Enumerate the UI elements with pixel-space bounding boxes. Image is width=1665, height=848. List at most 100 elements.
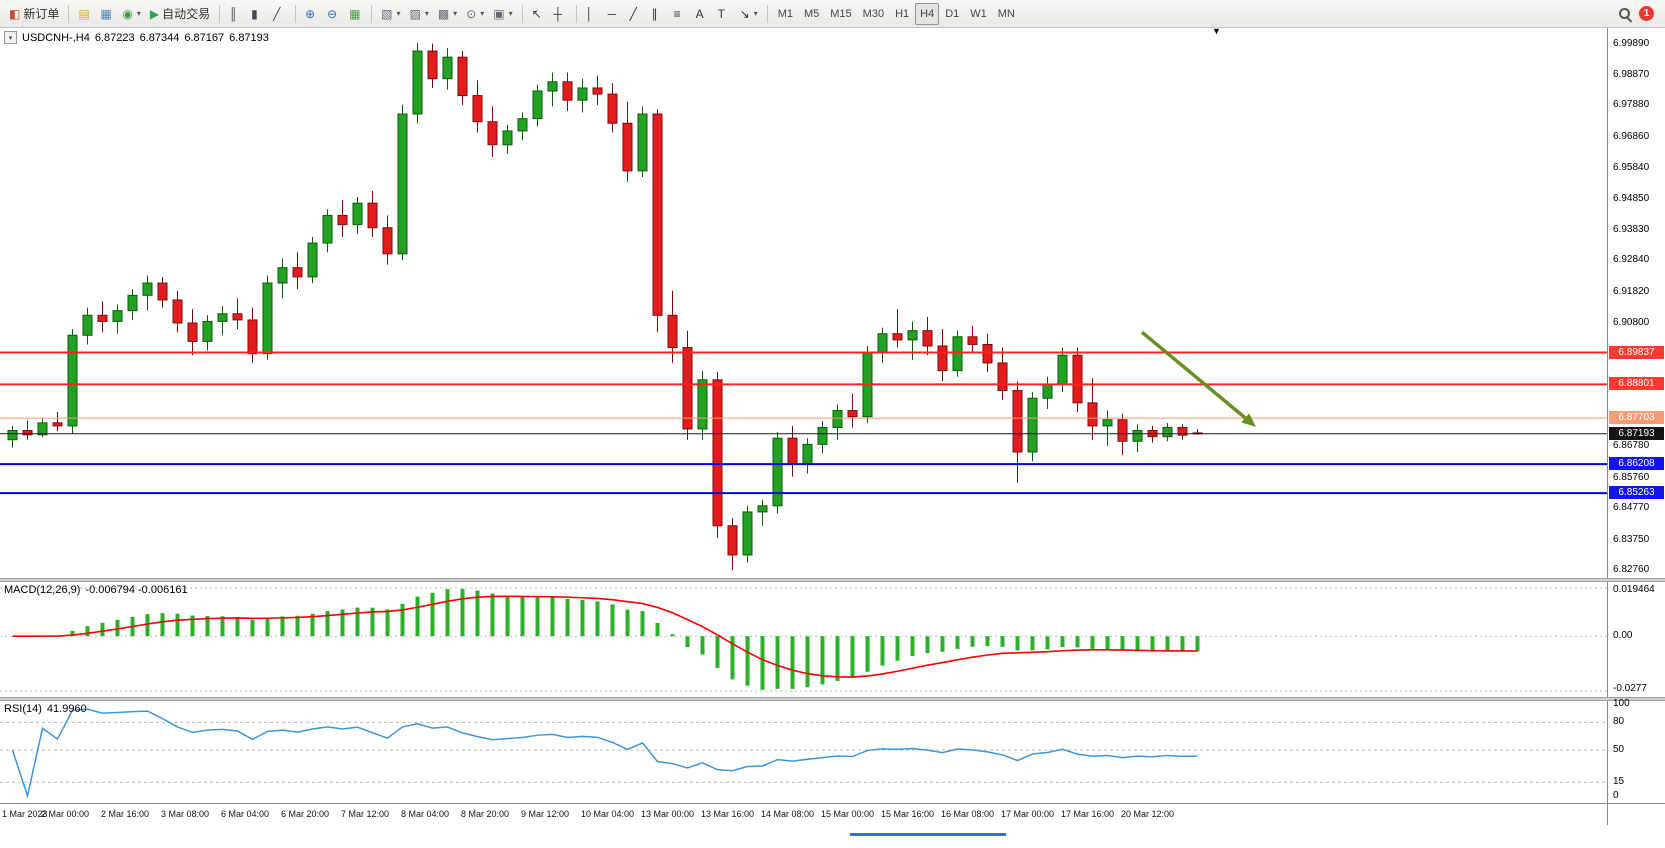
chevron-down-icon: ▾ bbox=[396, 9, 401, 18]
timeframe-m1-button[interactable]: M1 bbox=[773, 3, 798, 25]
price-tick: 6.84770 bbox=[1613, 502, 1650, 514]
rsi-chart[interactable] bbox=[0, 701, 1607, 803]
candlestick-chart-button[interactable]: ▮ bbox=[247, 3, 268, 25]
price-tick: 6.96860 bbox=[1613, 130, 1650, 142]
price-tick: 6.90800 bbox=[1613, 316, 1650, 328]
templates-button[interactable]: ▣ ▾ bbox=[489, 3, 516, 25]
timeframe-m30-button[interactable]: M30 bbox=[858, 3, 889, 25]
notification-badge[interactable]: 1 bbox=[1639, 6, 1654, 21]
toolbar-separator bbox=[219, 4, 221, 23]
text-label-icon: T bbox=[717, 6, 725, 21]
time-label: 7 Mar 12:00 bbox=[341, 809, 390, 819]
crosshair-icon: ┼ bbox=[553, 6, 563, 21]
time-label: 2 Mar 16:00 bbox=[101, 809, 150, 819]
ohlc-open: 6.87223 bbox=[94, 31, 135, 44]
time-axis-corner bbox=[1607, 803, 1665, 825]
new-order-button[interactable]: ◧ 新订单 bbox=[5, 3, 63, 25]
rsi-label: RSI(14) 41.9960 bbox=[4, 703, 92, 715]
tile-windows-icon: ▦ bbox=[349, 6, 361, 21]
chevron-down-icon: ▾ bbox=[8, 34, 13, 42]
market-watch-icon: ◉ bbox=[122, 6, 133, 21]
toolbar-separator bbox=[371, 4, 373, 23]
zoom-out-icon: ⊖ bbox=[327, 6, 338, 21]
time-label: 6 Mar 20:00 bbox=[281, 809, 330, 819]
cursor-button[interactable]: ↖ bbox=[528, 3, 549, 25]
one-click-trading-toggle[interactable]: ▾ bbox=[4, 31, 17, 44]
h-scrollbar[interactable] bbox=[850, 833, 1006, 836]
text-label-button[interactable]: T bbox=[714, 3, 735, 25]
chart-title: ▾ USDCNH-,H4 6.87223 6.87344 6.87167 6.8… bbox=[4, 31, 269, 44]
bars-chart-button[interactable]: ║ bbox=[225, 3, 246, 25]
toolbar-separator bbox=[521, 4, 523, 23]
chart-shift-marker[interactable]: ▼ bbox=[1212, 28, 1221, 36]
channel-button[interactable]: ∥ bbox=[648, 3, 669, 25]
timeframe-w1-button[interactable]: W1 bbox=[965, 3, 992, 25]
crosshair-button[interactable]: ┼ bbox=[550, 3, 571, 25]
arrow-tool-icon: ↘ bbox=[739, 6, 750, 21]
rsi-axis-label: 0 bbox=[1613, 790, 1619, 801]
price-tick: 6.85760 bbox=[1613, 471, 1650, 483]
profiles-icon: ▦ bbox=[100, 6, 112, 21]
zoom-out-button[interactable]: ⊖ bbox=[323, 3, 344, 25]
autotrade-button[interactable]: ▶ 自动交易 bbox=[146, 3, 214, 25]
search-button[interactable] bbox=[1615, 3, 1636, 25]
timeframe-m5-button[interactable]: M5 bbox=[799, 3, 824, 25]
profiles-button[interactable]: ▦ bbox=[96, 3, 117, 25]
horizontal-line-button[interactable]: ─ bbox=[604, 3, 625, 25]
macd-values: -0.006794 -0.006161 bbox=[85, 584, 188, 596]
new-chart-icon: ▩ bbox=[437, 6, 450, 21]
toolbar-separator bbox=[575, 4, 577, 23]
vertical-line-icon: │ bbox=[585, 6, 594, 21]
rsi-axis-label: 15 bbox=[1613, 776, 1625, 788]
vertical-line-button[interactable]: │ bbox=[582, 3, 603, 25]
toolbar-separator bbox=[766, 4, 768, 23]
rsi-axis[interactable]: 100 80 50 15 0 bbox=[1607, 698, 1665, 803]
rsi-panel: RSI(14) 41.9960 100 80 50 15 0 bbox=[0, 698, 1665, 803]
text-icon: A bbox=[695, 6, 704, 21]
zoom-in-button[interactable]: ⊕ bbox=[301, 3, 322, 25]
periods-button[interactable]: ⊙ ▾ bbox=[462, 3, 488, 25]
panel-splitter[interactable] bbox=[0, 697, 1665, 701]
timeframe-m15-button[interactable]: M15 bbox=[825, 3, 856, 25]
cursor-icon: ↖ bbox=[531, 6, 542, 21]
macd-chart[interactable] bbox=[0, 582, 1607, 697]
timeframe-mn-button[interactable]: MN bbox=[993, 3, 1020, 25]
tile-windows-button[interactable]: ▦ bbox=[345, 3, 366, 25]
price-tick: 6.86780 bbox=[1613, 440, 1650, 452]
text-button[interactable]: A bbox=[692, 3, 713, 25]
timeframe-h1-button[interactable]: H1 bbox=[890, 3, 914, 25]
rsi-name: RSI(14) bbox=[4, 703, 42, 715]
chart-window-icon: ▤ bbox=[78, 6, 90, 21]
timeframe-h4-button[interactable]: H4 bbox=[915, 2, 940, 25]
time-label: 1 Mar 2023 bbox=[2, 809, 48, 819]
time-label: 17 Mar 16:00 bbox=[1061, 809, 1115, 819]
trendline-icon: ╱ bbox=[629, 6, 637, 21]
price-level-tag: 6.86208 bbox=[1609, 457, 1664, 471]
market-watch-button[interactable]: ◉ ▾ bbox=[118, 3, 145, 25]
price-level-tag: 6.85263 bbox=[1609, 486, 1664, 500]
toolbar-separator bbox=[295, 4, 297, 23]
price-chart-plot[interactable]: ▾ USDCNH-,H4 6.87223 6.87344 6.87167 6.8… bbox=[0, 28, 1607, 578]
macd-axis[interactable]: 0.019464 0.00 -0.0277 bbox=[1607, 582, 1665, 697]
new-chart-button[interactable]: ▩ ▾ bbox=[434, 3, 461, 25]
chart-window-button[interactable]: ▤ bbox=[74, 3, 95, 25]
candlestick-chart[interactable] bbox=[0, 28, 1607, 578]
cascade-windows-icon: ▧ bbox=[381, 6, 393, 21]
fibonacci-button[interactable]: ≡ bbox=[670, 3, 691, 25]
time-axis[interactable]: 1 Mar 2023 2 Mar 00:00 2 Mar 16:00 3 Mar 08… bbox=[0, 803, 1607, 825]
trendline-button[interactable]: ╱ bbox=[626, 3, 647, 25]
arrows-button[interactable]: ↘ ▾ bbox=[736, 3, 762, 25]
main-toolbar: ◧ 新订单 ▤ ▦ ◉ ▾ ▶ 自动交易 ║ ▮ ╱ ⊕ ⊖ ▦ ▧ ▾ ▨ ▾ ▩ ▾ ⊙ ▾ ▣ ▾ ↖ ┼ │ ─ ╱ ∥ ≡ A T ↘ ▾… bbox=[0, 0, 1665, 28]
line-chart-button[interactable]: ╱ bbox=[269, 3, 290, 25]
price-tick: 6.98870 bbox=[1613, 69, 1650, 80]
chart-symbol-period: USDCNH-,H4 bbox=[22, 31, 90, 44]
cascade-windows-button[interactable]: ▧ ▾ bbox=[377, 3, 404, 25]
price-axis[interactable]: 6.99890 6.98870 6.97880 6.96860 6.95840 6.948… bbox=[1607, 28, 1665, 578]
rsi-plot[interactable]: RSI(14) 41.9960 bbox=[0, 701, 1607, 803]
zoom-in-icon: ⊕ bbox=[305, 6, 316, 21]
panel-splitter[interactable] bbox=[0, 578, 1665, 582]
arrange-windows-button[interactable]: ▨ ▾ bbox=[405, 3, 432, 25]
timeframe-d1-button[interactable]: D1 bbox=[940, 3, 964, 25]
price-level-tag: 6.89837 bbox=[1609, 345, 1664, 359]
macd-plot[interactable]: MACD(12,26,9) -0.006794 -0.006161 bbox=[0, 582, 1607, 697]
